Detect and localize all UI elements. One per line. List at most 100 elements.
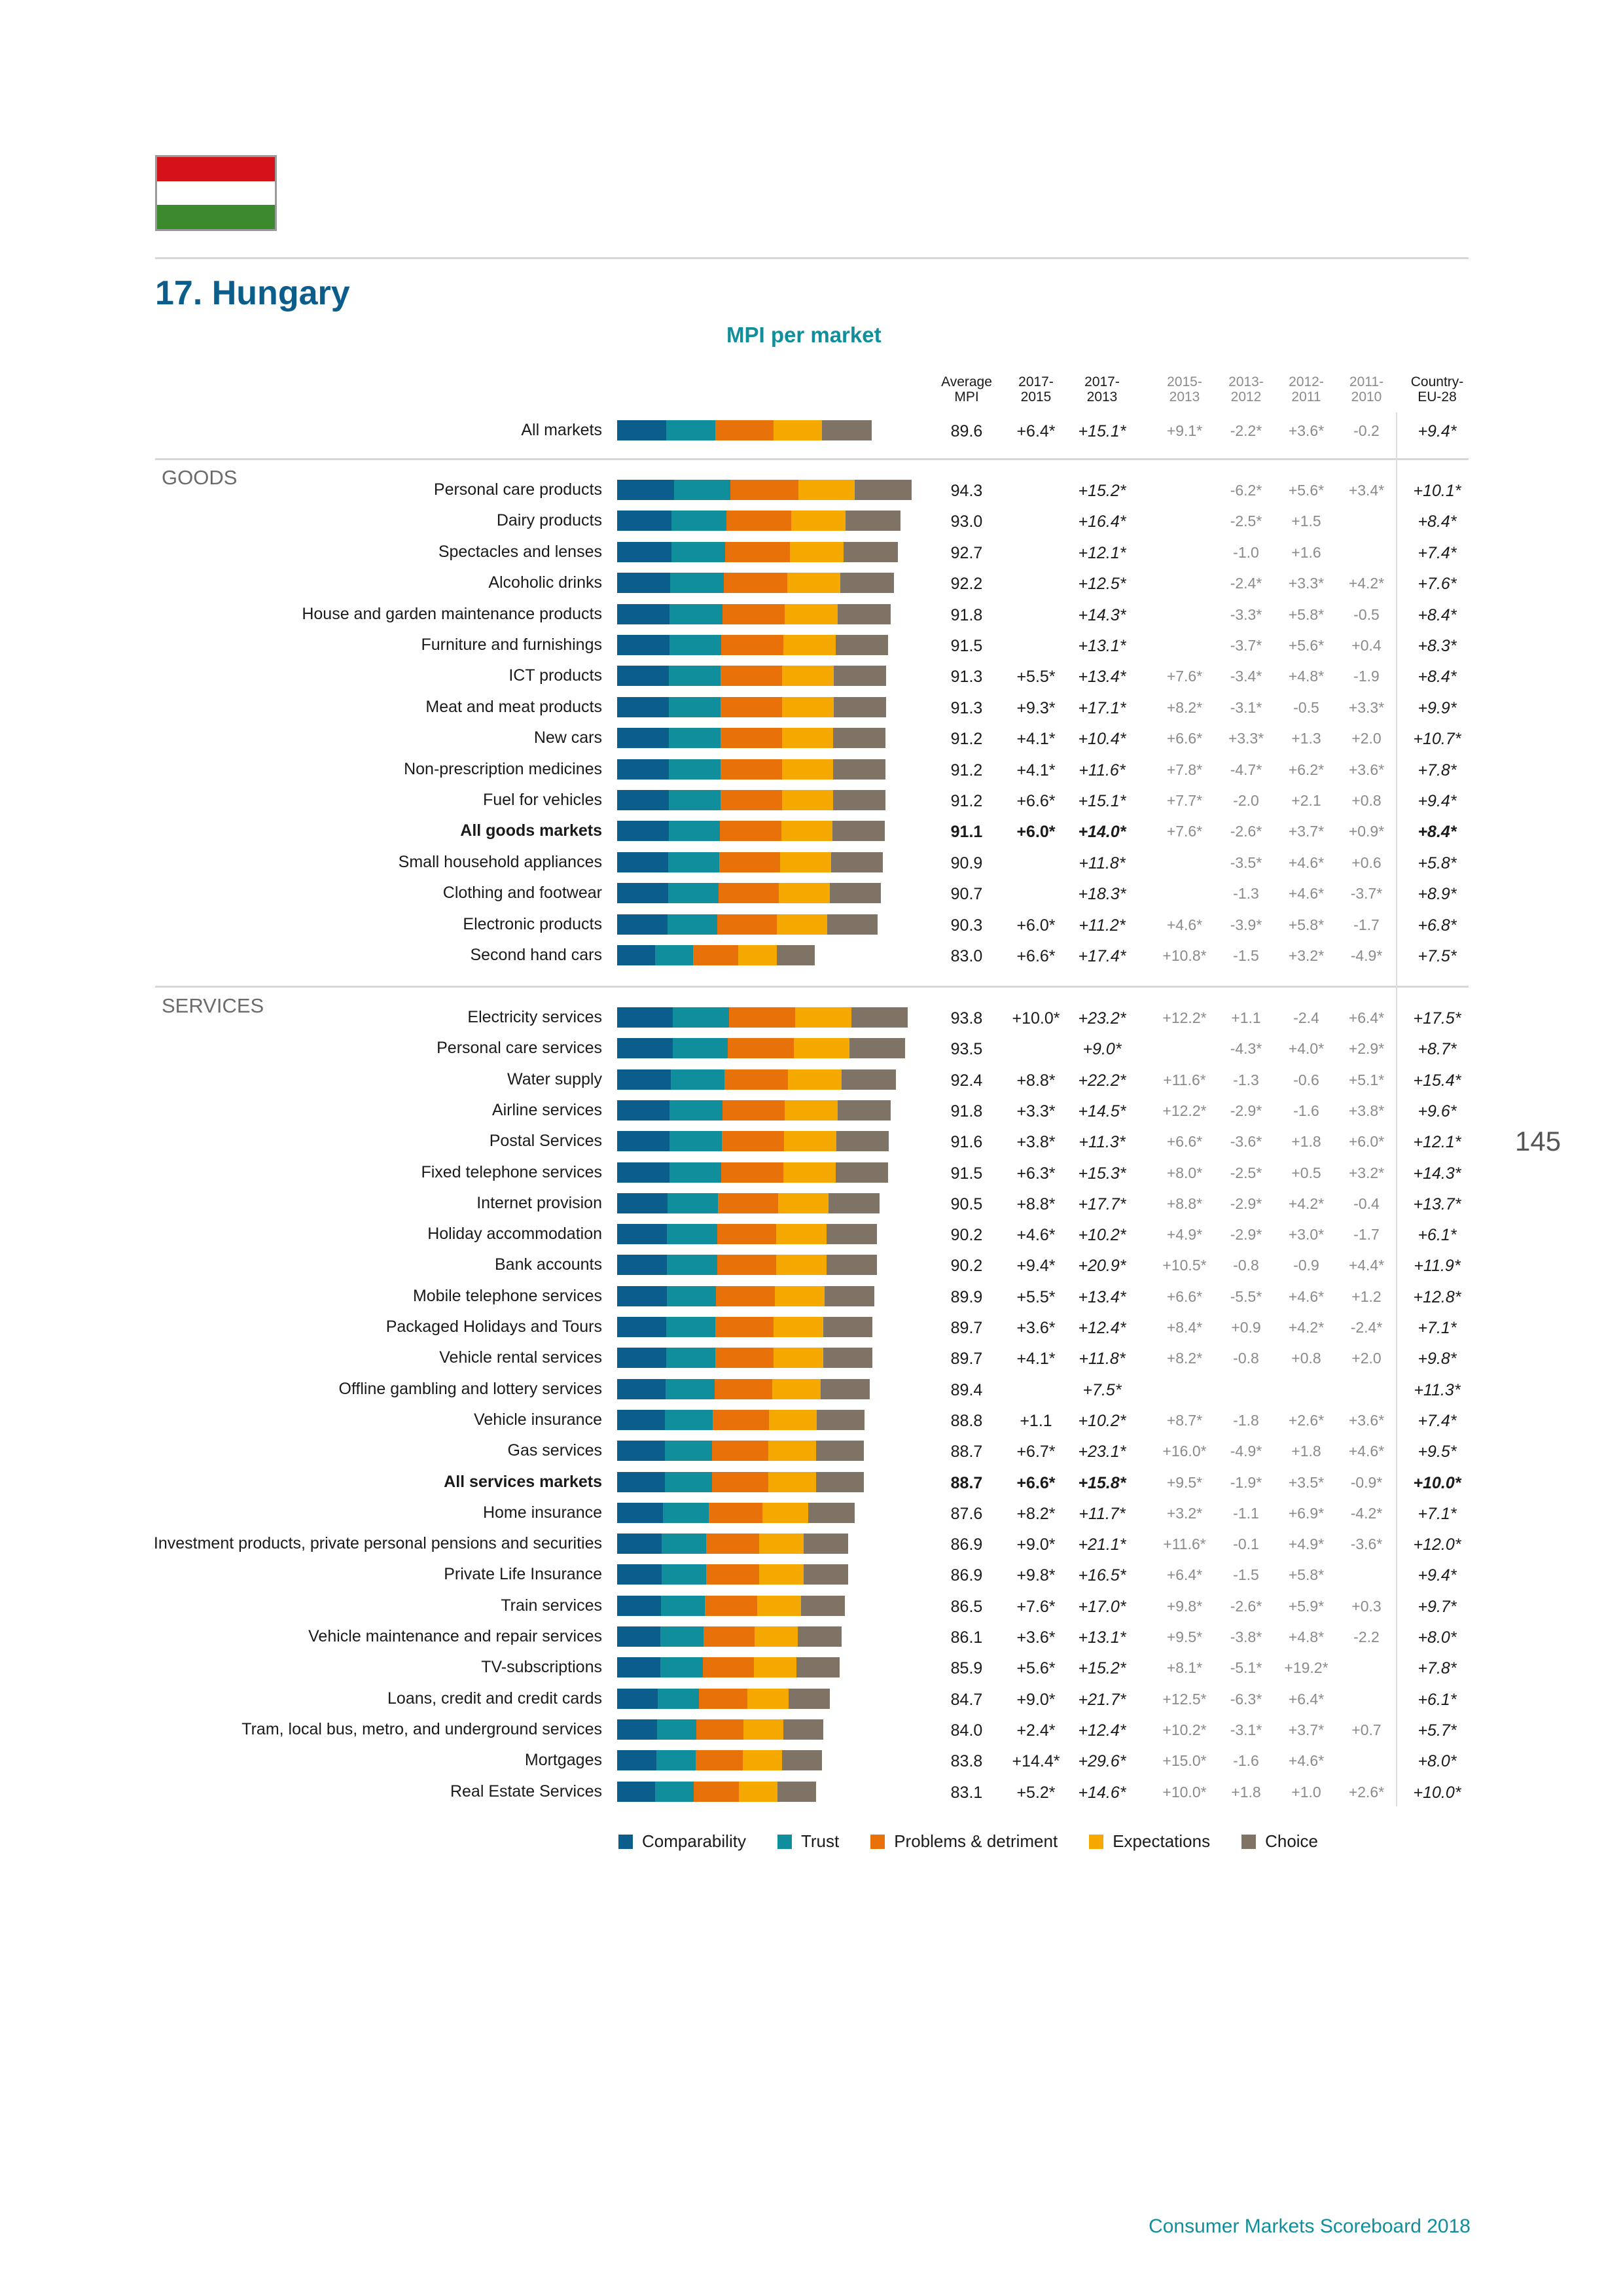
value-cell: +5.8* (1288, 605, 1325, 623)
bar-segment-trust (666, 420, 716, 440)
value-cell: +10.0* (1413, 1783, 1461, 1802)
value-cell: +9.0* (1016, 1535, 1056, 1554)
value-cell: -3.6* (1350, 1535, 1383, 1553)
mpi-bar (617, 914, 878, 935)
mpi-bar (617, 1441, 865, 1462)
market-row: Offline gambling and lottery services 89.… (0, 1374, 1623, 1405)
value-cell: +7.8* (1418, 1659, 1457, 1678)
bar-segment-expectations (758, 1534, 804, 1554)
bar-segment-problems-detriment (718, 1193, 779, 1213)
mpi-bar (617, 1255, 877, 1276)
bar-segment-expectations (779, 883, 830, 904)
value-cell: +1.8 (1231, 1783, 1261, 1801)
value-cell: +11.7* (1079, 1504, 1126, 1523)
value-cell: -1.9* (1230, 1473, 1262, 1491)
bar-segment-trust (671, 541, 726, 562)
value-cell: +4.8* (1288, 1628, 1325, 1645)
value-cell: +9.8* (1016, 1566, 1056, 1585)
bar-segment-choice (849, 1038, 905, 1059)
column-header: 2017- 2013 (1084, 374, 1120, 404)
value-cell: +8.2* (1166, 698, 1203, 716)
value-cell: +0.9 (1231, 1319, 1261, 1336)
bar-segment-choice (832, 821, 885, 842)
bar-segment-problems-detriment (719, 883, 779, 904)
bar-segment-trust (668, 852, 720, 872)
bar-segment-problems-detriment (728, 1038, 794, 1059)
market-row: All goods markets 91.1 +6.0* +14.0* +7.6* -2.… (0, 816, 1623, 846)
value-cell: +8.0* (1418, 1752, 1457, 1771)
value-cell: +9.6* (1418, 1102, 1457, 1121)
value-cell: -1.3 (1233, 1071, 1259, 1088)
value-cell: 91.5 (950, 1164, 983, 1183)
value-cell: +8.4* (1418, 605, 1457, 624)
legend-label: Trust (800, 1831, 840, 1851)
bar-segment-comparability (617, 1502, 664, 1523)
market-label: Dairy products (496, 511, 602, 530)
value-cell: +12.4* (1078, 1721, 1126, 1740)
value-cell: +4.9* (1166, 1226, 1203, 1244)
bar-segment-problems-detriment (715, 420, 774, 440)
value-cell: +8.4* (1418, 668, 1457, 687)
column-header: Average MPI (941, 374, 992, 404)
value-cell: +10.8* (1162, 947, 1207, 964)
value-cell: +6.6* (1166, 1287, 1203, 1305)
bar-segment-expectations (742, 1750, 783, 1771)
bar-segment-comparability (617, 1348, 667, 1369)
bar-segment-choice (846, 511, 901, 531)
bar-segment-problems-detriment (722, 1100, 785, 1121)
value-cell: 91.1 (950, 823, 983, 842)
value-cell: +8.7* (1418, 1040, 1457, 1059)
market-label: House and garden maintenance products (302, 604, 602, 623)
mpi-bar (617, 1378, 870, 1399)
bar-segment-problems-detriment (719, 852, 781, 872)
chart-subtitle: MPI per market (726, 323, 882, 347)
bar-segment-choice (817, 1409, 865, 1430)
value-cell: -2.2* (1230, 422, 1262, 439)
value-cell: -2.4* (1350, 1319, 1383, 1336)
value-cell: +1.2 (1351, 1287, 1382, 1305)
value-cell: +14.0* (1078, 823, 1126, 842)
bar-segment-choice (783, 1719, 824, 1740)
value-cell: 92.2 (950, 575, 983, 594)
value-cell: +15.3* (1078, 1164, 1126, 1183)
mpi-bar (617, 1131, 889, 1152)
market-row: TV-subscriptions 85.9 +5.6* +15.2* +8.1* -5.1… (0, 1653, 1623, 1683)
value-cell: 89.6 (950, 422, 983, 440)
bar-segment-choice (827, 914, 878, 935)
value-cell: +12.8* (1413, 1287, 1461, 1306)
value-cell: +23.2* (1078, 1009, 1126, 1028)
bar-segment-comparability (617, 1100, 670, 1121)
market-row: Meat and meat products 91.3 +9.3* +17.1* +8.… (0, 692, 1623, 723)
bar-segment-choice (822, 420, 872, 440)
value-cell: +1.1 (1231, 1009, 1261, 1026)
legend-label: Comparability (642, 1831, 746, 1851)
value-cell: +3.5* (1288, 1473, 1325, 1491)
value-cell: +5.6* (1288, 637, 1325, 654)
market-row: All services markets 88.7 +6.6* +15.8* +9.5*… (0, 1467, 1623, 1498)
value-cell: -0.5 (1353, 605, 1380, 623)
value-cell: +9.8* (1418, 1350, 1457, 1369)
bar-segment-problems-detriment (706, 1564, 760, 1585)
bar-segment-choice (803, 1564, 849, 1585)
value-cell: +6.4* (1166, 1566, 1203, 1584)
bar-segment-comparability (617, 420, 667, 440)
value-cell: +3.3* (1288, 575, 1325, 592)
mpi-bar (617, 635, 888, 655)
bar-segment-choice (803, 1534, 849, 1554)
bar-segment-choice (826, 1255, 877, 1276)
value-cell: 90.5 (950, 1194, 983, 1213)
market-label: Furniture and furnishings (421, 636, 602, 654)
bar-segment-problems-detriment (693, 945, 739, 965)
market-label: Packaged Holidays and Tours (385, 1318, 602, 1336)
bar-segment-problems-detriment (721, 635, 784, 655)
value-cell: +3.8* (1016, 1133, 1056, 1152)
value-cell: +8.9* (1418, 885, 1457, 904)
value-cell: +3.6* (1016, 1628, 1056, 1647)
bar-segment-comparability (617, 1255, 668, 1276)
bar-segment-trust (668, 728, 721, 749)
bar-segment-trust (670, 1069, 725, 1090)
bar-segment-comparability (617, 1409, 666, 1430)
mpi-bar (617, 1781, 816, 1802)
market-label: Postal Services (489, 1132, 602, 1151)
market-label: Second hand cars (470, 946, 602, 964)
